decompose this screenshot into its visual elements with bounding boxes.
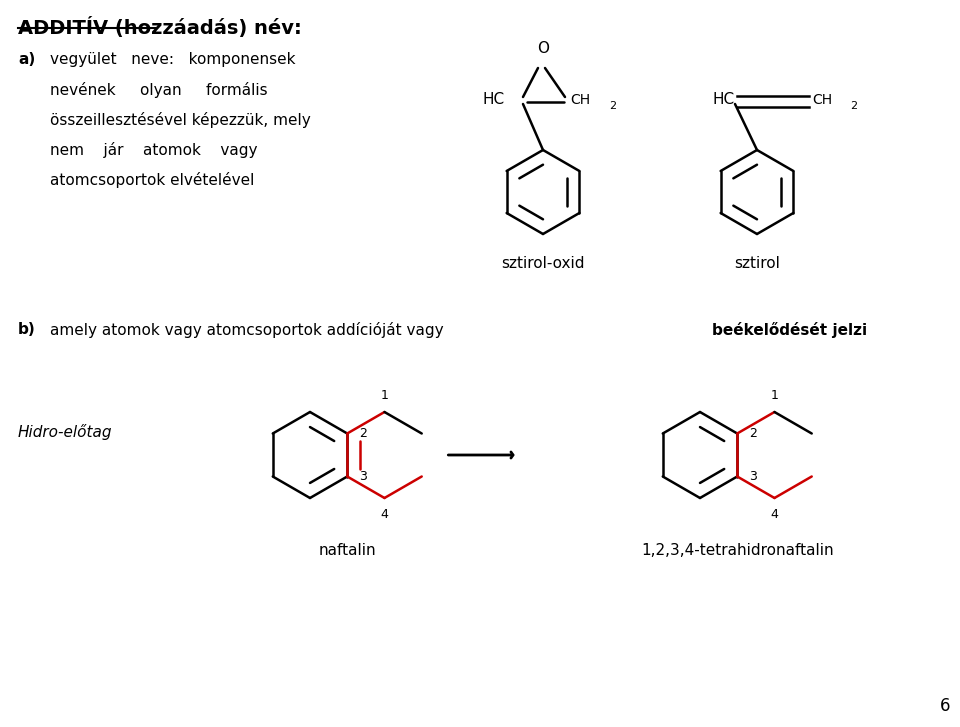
Text: amely atomok vagy atomcsoportok addícióját vagy: amely atomok vagy atomcsoportok addíciój… (50, 322, 448, 338)
Text: 3: 3 (750, 470, 757, 483)
Text: b): b) (18, 322, 36, 337)
Text: 1,2,3,4-tetrahidronaftalin: 1,2,3,4-tetrahidronaftalin (641, 543, 833, 558)
Text: nevének     olyan     formális: nevének olyan formális (50, 82, 268, 98)
Text: naftalin: naftalin (319, 543, 376, 558)
Text: 4: 4 (380, 507, 389, 521)
Text: Hidro-előtag: Hidro-előtag (18, 424, 112, 440)
Text: vegyület   neve:   komponensek: vegyület neve: komponensek (50, 52, 296, 67)
Text: nem    jár    atomok    vagy: nem jár atomok vagy (50, 142, 257, 158)
Text: sztirol-oxid: sztirol-oxid (501, 256, 585, 271)
Text: 2: 2 (359, 427, 367, 440)
Text: 3: 3 (359, 470, 367, 483)
Text: 2: 2 (850, 101, 857, 111)
Text: sztirol: sztirol (734, 256, 780, 271)
Text: 1: 1 (380, 390, 389, 403)
Text: beékelődését jelzi: beékelődését jelzi (712, 322, 867, 338)
Text: 2: 2 (609, 101, 616, 111)
Text: 6: 6 (940, 697, 950, 715)
Text: HC: HC (713, 92, 735, 108)
Text: összeillesztésével képezzük, mely: összeillesztésével képezzük, mely (50, 112, 311, 128)
Text: 2: 2 (750, 427, 757, 440)
Text: CH: CH (812, 93, 832, 107)
Text: a): a) (18, 52, 36, 67)
Text: atomcsoportok elvételével: atomcsoportok elvételével (50, 172, 254, 188)
Text: ADDITÍV (hozzáadás) név:: ADDITÍV (hozzáadás) név: (18, 17, 301, 38)
Text: 4: 4 (771, 507, 779, 521)
Text: HC: HC (483, 92, 505, 108)
Text: 1: 1 (771, 390, 779, 403)
Text: CH: CH (570, 93, 590, 107)
Text: O: O (537, 41, 549, 56)
